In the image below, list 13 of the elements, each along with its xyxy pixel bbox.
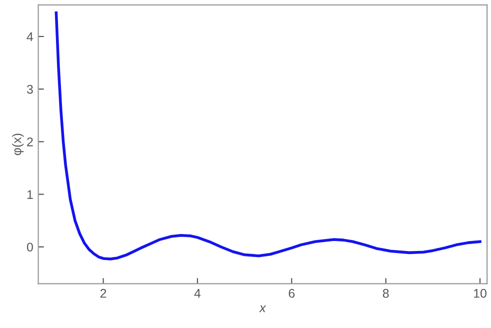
- x-axis-title: x: [259, 305, 266, 312]
- y-tick-label: 3: [26, 84, 33, 94]
- y-axis-title: φ(x): [12, 134, 24, 156]
- x-tick-label: 4: [194, 289, 201, 298]
- y-tick-label: 2: [27, 137, 33, 146]
- x-tick-label: 10: [474, 288, 486, 298]
- y-tick-label: 0: [26, 242, 33, 252]
- y-tick-label: 1: [27, 190, 33, 199]
- y-tick-label: 4: [26, 32, 34, 42]
- x-tick-label: 8: [382, 288, 389, 298]
- x-tick-label: 2: [100, 288, 106, 298]
- line-series: [54, 11, 482, 260]
- x-tick-label: 6: [288, 288, 295, 298]
